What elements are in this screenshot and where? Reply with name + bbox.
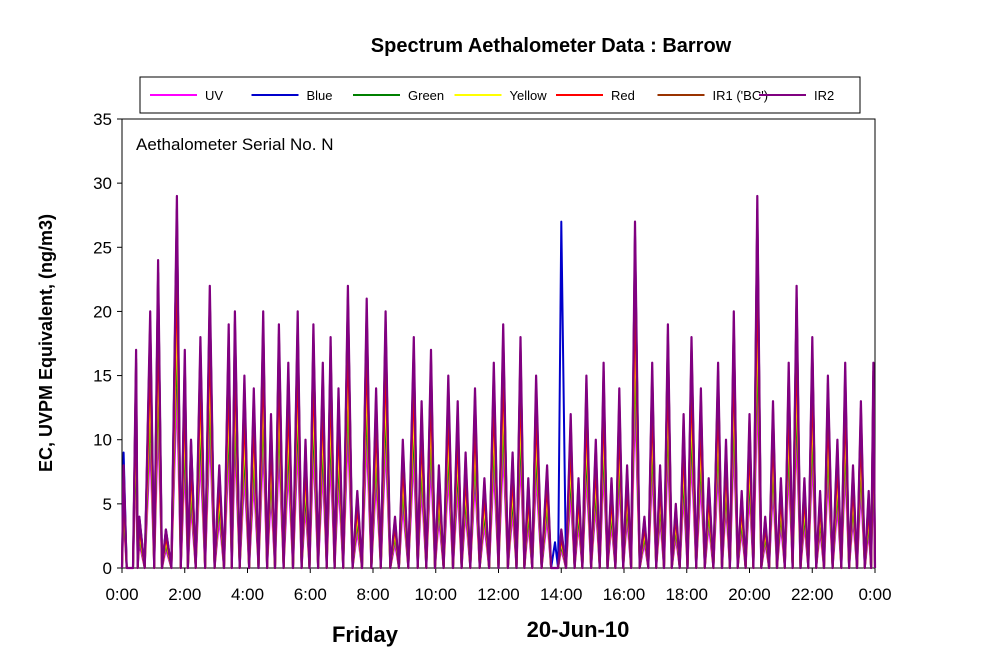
day-label: Friday	[332, 622, 399, 647]
x-tick-label: 18:00	[665, 585, 708, 604]
date-label: 20-Jun-10	[527, 617, 630, 642]
x-tick-label: 0:00	[858, 585, 891, 604]
y-tick-label: 0	[103, 559, 112, 578]
series-line-ir2	[120, 194, 877, 570]
legend-label: UV	[205, 88, 223, 103]
legend-label: Red	[611, 88, 635, 103]
x-tick-label: 6:00	[294, 585, 327, 604]
y-tick-label: 30	[93, 174, 112, 193]
y-tick-label: 5	[103, 495, 112, 514]
x-tick-label: 22:00	[791, 585, 834, 604]
x-tick-label: 12:00	[477, 585, 520, 604]
y-tick-label: 35	[93, 110, 112, 129]
y-tick-label: 25	[93, 238, 112, 257]
x-tick-label: 8:00	[356, 585, 389, 604]
legend-label: Blue	[307, 88, 333, 103]
legend: UV Blue Green Yellow Red IR1 ('BC') IR2	[150, 88, 834, 103]
chart-title: Spectrum Aethalometer Data : Barrow	[371, 35, 732, 57]
legend-label: IR1 ('BC')	[713, 88, 769, 103]
x-tick-label: 14:00	[540, 585, 583, 604]
x-tick-label: 4:00	[231, 585, 264, 604]
y-tick-label: 15	[93, 367, 112, 386]
x-axis: 0:00 2:00 4:00 6:00 8:00 10:00 12:00 14:00 16:00…	[105, 568, 892, 604]
legend-label: Yellow	[510, 88, 548, 103]
x-tick-label: 2:00	[168, 585, 201, 604]
x-tick-label: 0:00	[105, 585, 138, 604]
x-tick-label: 20:00	[728, 585, 771, 604]
series-lines	[120, 194, 877, 570]
y-tick-label: 10	[93, 431, 112, 450]
y-axis-label: EC, UVPM Equivalent, (ng/m3)	[36, 214, 56, 472]
x-tick-label: 16:00	[603, 585, 646, 604]
legend-label: IR2	[814, 88, 834, 103]
x-tick-label: 10:00	[414, 585, 457, 604]
legend-label: Green	[408, 88, 444, 103]
y-tick-label: 20	[93, 302, 112, 321]
serial-annotation: Aethalometer Serial No. N	[136, 135, 333, 154]
y-axis: 0 5 10 15 20 25 30 35	[93, 110, 122, 578]
